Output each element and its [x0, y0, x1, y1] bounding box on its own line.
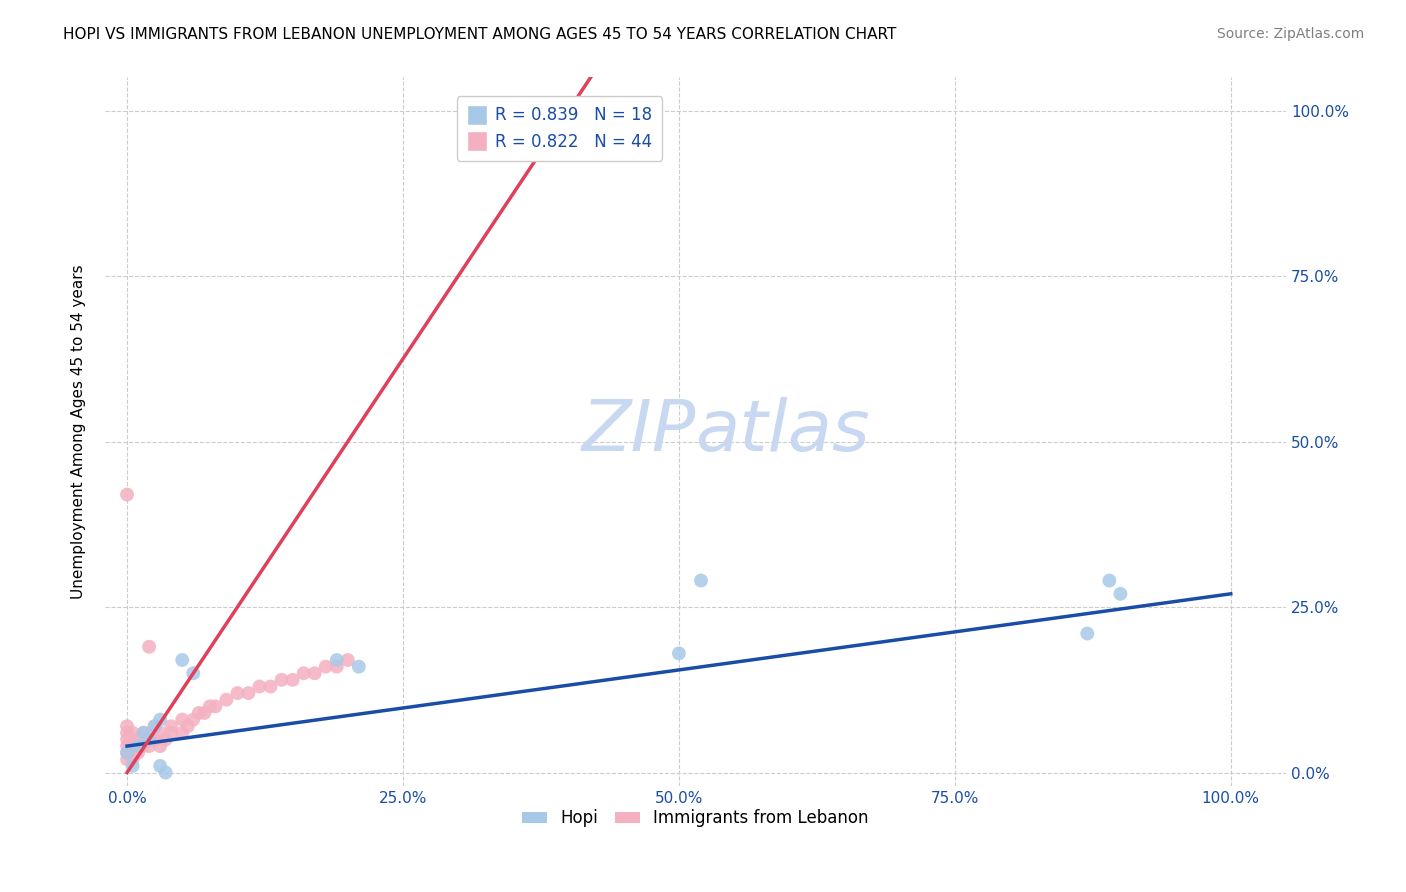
Point: [155, 732, 177, 747]
Point: [172, 726, 194, 740]
Point: [115, 752, 138, 766]
Point: [270, 673, 292, 687]
Point: [132, 726, 155, 740]
Point: [138, 732, 160, 747]
Point: [115, 739, 138, 753]
Point: [121, 726, 143, 740]
Point: [238, 686, 260, 700]
Point: [155, 765, 177, 780]
Point: [215, 692, 238, 706]
Point: [115, 487, 138, 501]
Point: [115, 732, 138, 747]
Point: [259, 680, 281, 694]
Point: [181, 666, 204, 681]
Point: [1098, 574, 1121, 588]
Point: [127, 732, 149, 747]
Point: [249, 680, 271, 694]
Point: [138, 732, 160, 747]
Y-axis label: Unemployment Among Ages 45 to 54 years: Unemployment Among Ages 45 to 54 years: [72, 264, 86, 599]
Point: [198, 699, 221, 714]
Point: [115, 746, 138, 760]
Point: [336, 653, 359, 667]
Point: [115, 719, 138, 733]
Text: Source: ZipAtlas.com: Source: ZipAtlas.com: [1216, 27, 1364, 41]
Point: [1109, 587, 1132, 601]
Point: [143, 719, 166, 733]
Point: [172, 713, 194, 727]
Point: [121, 739, 143, 753]
Point: [132, 739, 155, 753]
Point: [127, 739, 149, 753]
Point: [149, 713, 172, 727]
Point: [132, 726, 155, 740]
Point: [115, 746, 138, 760]
Point: [121, 752, 143, 766]
Point: [326, 653, 349, 667]
Point: [668, 646, 690, 660]
Point: [690, 574, 713, 588]
Legend: Hopi, Immigrants from Lebanon: Hopi, Immigrants from Lebanon: [516, 803, 876, 834]
Point: [347, 659, 370, 673]
Text: atlas: atlas: [696, 397, 870, 467]
Point: [143, 719, 166, 733]
Point: [315, 659, 337, 673]
Point: [160, 726, 183, 740]
Point: [138, 640, 160, 654]
Point: [204, 699, 226, 714]
Point: [304, 666, 326, 681]
Point: [149, 739, 172, 753]
Point: [193, 706, 215, 720]
Point: [115, 726, 138, 740]
Text: ZIP: ZIP: [581, 397, 696, 467]
Point: [177, 719, 200, 733]
Point: [149, 759, 172, 773]
Point: [1076, 626, 1098, 640]
Point: [121, 759, 143, 773]
Point: [187, 706, 209, 720]
Point: [143, 732, 166, 747]
Point: [226, 686, 249, 700]
Point: [281, 673, 304, 687]
Point: [160, 719, 183, 733]
Point: [172, 653, 194, 667]
Text: HOPI VS IMMIGRANTS FROM LEBANON UNEMPLOYMENT AMONG AGES 45 TO 54 YEARS CORRELATI: HOPI VS IMMIGRANTS FROM LEBANON UNEMPLOY…: [63, 27, 897, 42]
Point: [149, 726, 172, 740]
Point: [326, 659, 349, 673]
Point: [127, 746, 149, 760]
Point: [138, 739, 160, 753]
Point: [292, 666, 315, 681]
Point: [181, 713, 204, 727]
